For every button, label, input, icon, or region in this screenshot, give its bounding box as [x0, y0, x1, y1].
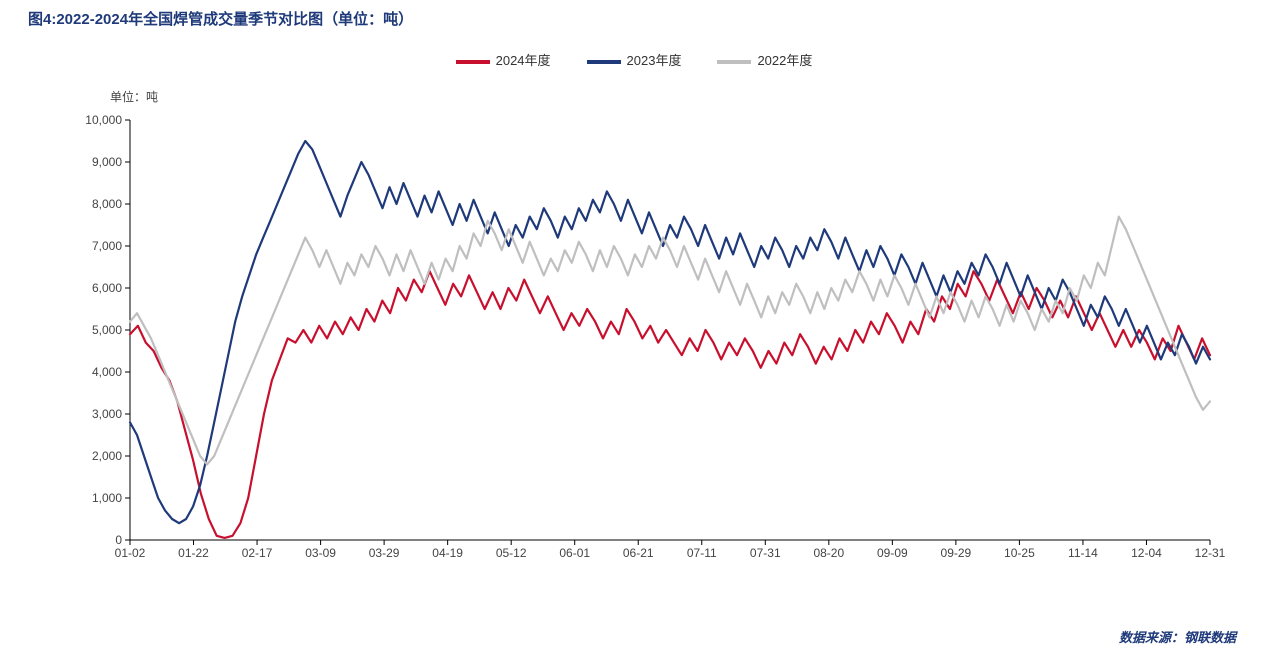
y-tick-label: 6,000	[72, 281, 122, 295]
chart-plot-area	[70, 110, 1220, 570]
x-tick-label: 12-31	[1195, 546, 1226, 560]
legend-label: 2024年度	[496, 53, 551, 68]
x-tick-label: 01-22	[178, 546, 209, 560]
x-tick-label: 07-31	[750, 546, 781, 560]
x-tick-label: 03-29	[369, 546, 400, 560]
x-tick-label: 11-14	[1068, 546, 1098, 560]
y-tick-label: 5,000	[72, 323, 122, 337]
x-tick-label: 06-21	[623, 546, 654, 560]
chart-title: 图4:2022-2024年全国焊管成交量季节对比图（单位：吨）	[28, 8, 413, 29]
x-tick-label: 08-20	[813, 546, 844, 560]
x-tick-label: 09-29	[941, 546, 972, 560]
series-line	[130, 141, 1210, 523]
series-line	[130, 271, 1210, 538]
chart-legend: 2024年度 2023年度 2022年度	[0, 50, 1268, 69]
y-tick-label: 1,000	[72, 491, 122, 505]
x-tick-label: 04-19	[432, 546, 463, 560]
x-tick-label: 06-01	[559, 546, 590, 560]
y-tick-label: 7,000	[72, 239, 122, 253]
y-tick-label: 4,000	[72, 365, 122, 379]
legend-item: 2023年度	[587, 50, 682, 69]
legend-swatch	[456, 60, 490, 64]
x-tick-label: 05-12	[496, 546, 527, 560]
y-tick-label: 10,000	[72, 113, 122, 127]
legend-swatch	[717, 60, 751, 64]
legend-label: 2022年度	[757, 53, 812, 68]
x-tick-label: 12-04	[1131, 546, 1162, 560]
chart-container: 图4:2022-2024年全国焊管成交量季节对比图（单位：吨） 2024年度20…	[0, 0, 1268, 656]
legend-swatch	[587, 60, 621, 64]
legend-item: 2022年度	[717, 50, 812, 69]
y-tick-label: 0	[72, 533, 122, 547]
y-tick-label: 8,000	[72, 197, 122, 211]
x-tick-label: 03-09	[305, 546, 336, 560]
x-tick-label: 01-02	[115, 546, 146, 560]
x-tick-label: 02-17	[242, 546, 273, 560]
y-tick-label: 9,000	[72, 155, 122, 169]
y-tick-label: 3,000	[72, 407, 122, 421]
y-tick-label: 2,000	[72, 449, 122, 463]
x-tick-label: 09-09	[877, 546, 908, 560]
chart-source: 数据来源：钢联数据	[1119, 627, 1236, 646]
legend-label: 2023年度	[627, 53, 682, 68]
legend-item: 2024年度	[456, 50, 551, 69]
y-axis-label: 单位：吨	[110, 88, 158, 105]
x-tick-label: 07-11	[687, 546, 717, 560]
chart-svg	[70, 110, 1220, 570]
x-tick-label: 10-25	[1004, 546, 1035, 560]
